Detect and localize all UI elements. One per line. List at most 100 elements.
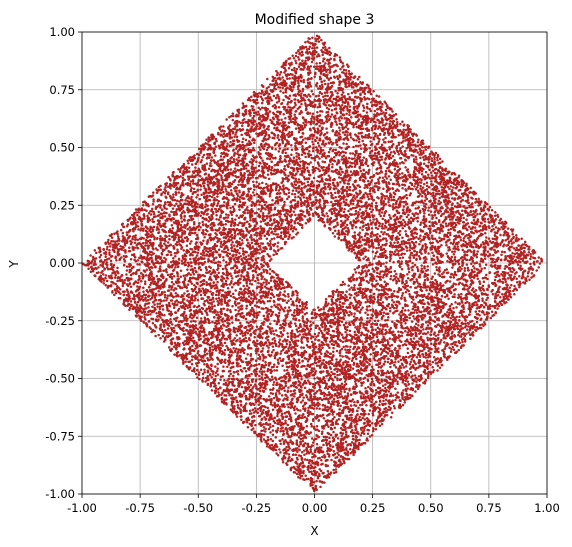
scatter-point (261, 187, 265, 191)
scatter-point (283, 299, 287, 302)
scatter-point (238, 343, 242, 347)
scatter-point (251, 176, 255, 179)
scatter-point (311, 137, 314, 141)
scatter-point (294, 213, 297, 217)
scatter-point (409, 254, 412, 257)
scatter-point (362, 150, 366, 154)
scatter-point (279, 442, 282, 446)
scatter-point (453, 256, 457, 259)
scatter-point (344, 348, 347, 351)
scatter-point (270, 327, 274, 330)
scatter-point (413, 374, 417, 377)
scatter-point (208, 298, 212, 302)
scatter-point (284, 168, 287, 172)
scatter-point (273, 221, 276, 224)
scatter-point (159, 206, 162, 209)
scatter-point (484, 263, 488, 266)
scatter-point (365, 305, 369, 308)
scatter-point (383, 100, 386, 104)
scatter-point (361, 403, 364, 407)
scatter-point (259, 220, 263, 223)
scatter-point (376, 319, 380, 323)
scatter-point (419, 223, 422, 226)
scatter-point (288, 343, 292, 347)
scatter-point (490, 209, 494, 212)
scatter-point (366, 164, 370, 168)
scatter-point (453, 295, 456, 299)
scatter-point (324, 62, 327, 65)
scatter-point (247, 254, 250, 257)
scatter-point (361, 163, 365, 167)
scatter-point (360, 205, 363, 208)
scatter-point (323, 379, 327, 383)
scatter-point (258, 389, 262, 393)
scatter-point (527, 250, 531, 254)
scatter-point (483, 204, 486, 207)
scatter-point (363, 418, 367, 421)
scatter-point (241, 102, 245, 105)
scatter-point (407, 309, 410, 312)
scatter-point (348, 323, 352, 327)
scatter-point (279, 352, 282, 355)
scatter-point (232, 157, 236, 161)
scatter-point (186, 283, 190, 286)
scatter-point (216, 195, 219, 198)
scatter-point (242, 284, 245, 288)
scatter-point (305, 452, 308, 455)
scatter-point (321, 46, 325, 50)
scatter-point (369, 136, 373, 139)
scatter-point (420, 194, 424, 198)
scatter-point (201, 216, 204, 220)
scatter-point (183, 211, 186, 214)
scatter-point (353, 421, 356, 424)
scatter-point (291, 76, 294, 80)
scatter-point (391, 320, 394, 323)
scatter-point (429, 210, 433, 213)
scatter-point (198, 221, 201, 225)
scatter-point (167, 332, 170, 335)
scatter-point (349, 75, 353, 79)
scatter-point (172, 193, 175, 196)
scatter-point (150, 207, 154, 211)
scatter-point (346, 182, 350, 185)
scatter-point (238, 200, 242, 204)
scatter-point (381, 151, 385, 155)
scatter-point (312, 321, 315, 324)
scatter-point (301, 439, 305, 443)
scatter-point (496, 307, 499, 310)
scatter-point (414, 155, 418, 159)
scatter-point (301, 87, 305, 91)
scatter-point (338, 119, 341, 122)
scatter-point (409, 209, 412, 213)
scatter-point (309, 184, 312, 188)
scatter-point (461, 195, 465, 198)
scatter-point (318, 124, 321, 128)
scatter-point (201, 166, 204, 169)
scatter-point (295, 189, 298, 193)
scatter-point (326, 405, 329, 409)
scatter-point (282, 91, 285, 95)
scatter-point (473, 226, 477, 229)
scatter-point (272, 232, 275, 236)
scatter-point (362, 257, 365, 260)
scatter-point (242, 167, 246, 171)
scatter-point (283, 369, 286, 372)
scatter-point (293, 322, 297, 325)
scatter-point (317, 331, 321, 335)
scatter-point (260, 429, 263, 433)
scatter-point (435, 239, 438, 243)
scatter-point (506, 277, 510, 280)
scatter-point (209, 385, 212, 388)
scatter-point (409, 371, 413, 374)
scatter-point (449, 350, 453, 353)
scatter-point (242, 253, 245, 256)
scatter-point (345, 142, 348, 146)
scatter-point (173, 353, 176, 356)
scatter-point (183, 319, 186, 322)
scatter-point (409, 337, 413, 341)
scatter-point (435, 216, 438, 220)
scatter-point (422, 370, 426, 374)
scatter-point (372, 351, 375, 355)
scatter-point (159, 336, 162, 340)
scatter-point (275, 365, 279, 369)
